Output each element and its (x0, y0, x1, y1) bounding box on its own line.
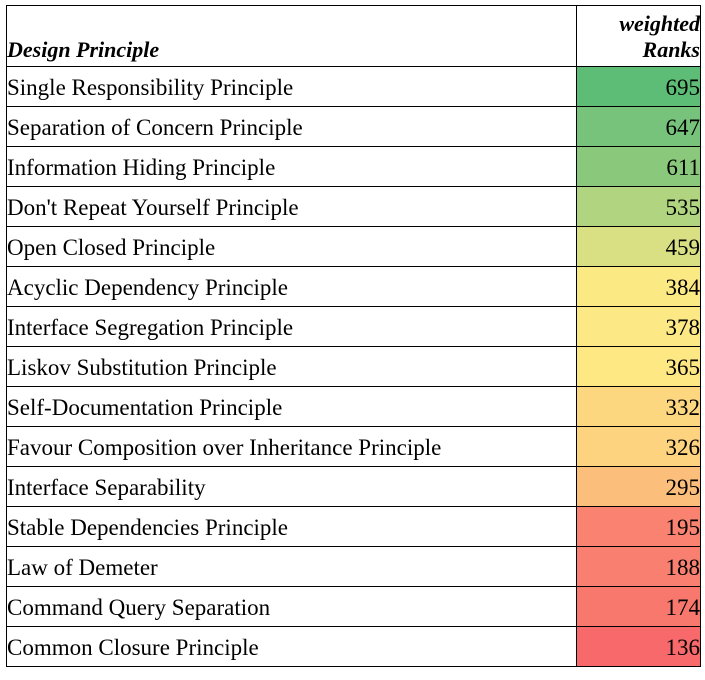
table-row: Single Responsibility Principle 695 (6, 66, 701, 107)
table-row: Information Hiding Principle 611 (6, 146, 701, 187)
header-design-principle: Design Principle (6, 5, 577, 67)
principle-name: Open Closed Principle (6, 226, 577, 267)
weighted-rank-value: 326 (576, 426, 701, 467)
principle-name: Acyclic Dependency Principle (6, 266, 577, 307)
table-row: Separation of Concern Principle 647 (6, 106, 701, 147)
principle-name: Self-Documentation Principle (6, 386, 577, 427)
table-row: Common Closure Principle 136 (6, 626, 701, 667)
principle-name: Law of Demeter (6, 546, 577, 587)
header-row: Design Principle weighted Ranks (6, 5, 701, 67)
weighted-rank-value: 611 (576, 146, 701, 187)
weighted-rank-value: 195 (576, 506, 701, 547)
table-row: Law of Demeter 188 (6, 546, 701, 587)
principle-name: Stable Dependencies Principle (6, 506, 577, 547)
header-weighted-ranks: weighted Ranks (576, 5, 701, 67)
table-row: Don't Repeat Yourself Principle 535 (6, 186, 701, 227)
table-row: Favour Composition over Inheritance Prin… (6, 426, 701, 467)
weighted-rank-value: 647 (576, 106, 701, 147)
design-principles-table: Design Principle weighted Ranks Single R… (6, 5, 701, 667)
header-weighted-ranks-line1: weighted (619, 11, 700, 36)
weighted-rank-value: 535 (576, 186, 701, 227)
weighted-rank-value: 174 (576, 586, 701, 627)
principle-name: Favour Composition over Inheritance Prin… (6, 426, 577, 467)
weighted-rank-value: 188 (576, 546, 701, 587)
weighted-rank-value: 459 (576, 226, 701, 267)
table-row: Liskov Substitution Principle 365 (6, 346, 701, 387)
principle-name: Liskov Substitution Principle (6, 346, 577, 387)
table-row: Interface Separability 295 (6, 466, 701, 507)
principle-name: Single Responsibility Principle (6, 66, 577, 107)
weighted-rank-value: 365 (576, 346, 701, 387)
principle-name: Information Hiding Principle (6, 146, 577, 187)
table-row: Interface Segregation Principle 378 (6, 306, 701, 347)
principle-name: Don't Repeat Yourself Principle (6, 186, 577, 227)
table-row: Self-Documentation Principle 332 (6, 386, 701, 427)
table-row: Acyclic Dependency Principle 384 (6, 266, 701, 307)
principle-name: Interface Separability (6, 466, 577, 507)
weighted-rank-value: 695 (576, 66, 701, 107)
header-weighted-ranks-line2: Ranks (642, 37, 700, 62)
weighted-rank-value: 384 (576, 266, 701, 307)
table-row: Open Closed Principle 459 (6, 226, 701, 267)
principle-name: Common Closure Principle (6, 626, 577, 667)
weighted-rank-value: 295 (576, 466, 701, 507)
principle-name: Command Query Separation (6, 586, 577, 627)
table-row: Command Query Separation 174 (6, 586, 701, 627)
weighted-rank-value: 378 (576, 306, 701, 347)
table-row: Stable Dependencies Principle 195 (6, 506, 701, 547)
principle-name: Separation of Concern Principle (6, 106, 577, 147)
weighted-rank-value: 332 (576, 386, 701, 427)
weighted-rank-value: 136 (576, 626, 701, 667)
principle-name: Interface Segregation Principle (6, 306, 577, 347)
